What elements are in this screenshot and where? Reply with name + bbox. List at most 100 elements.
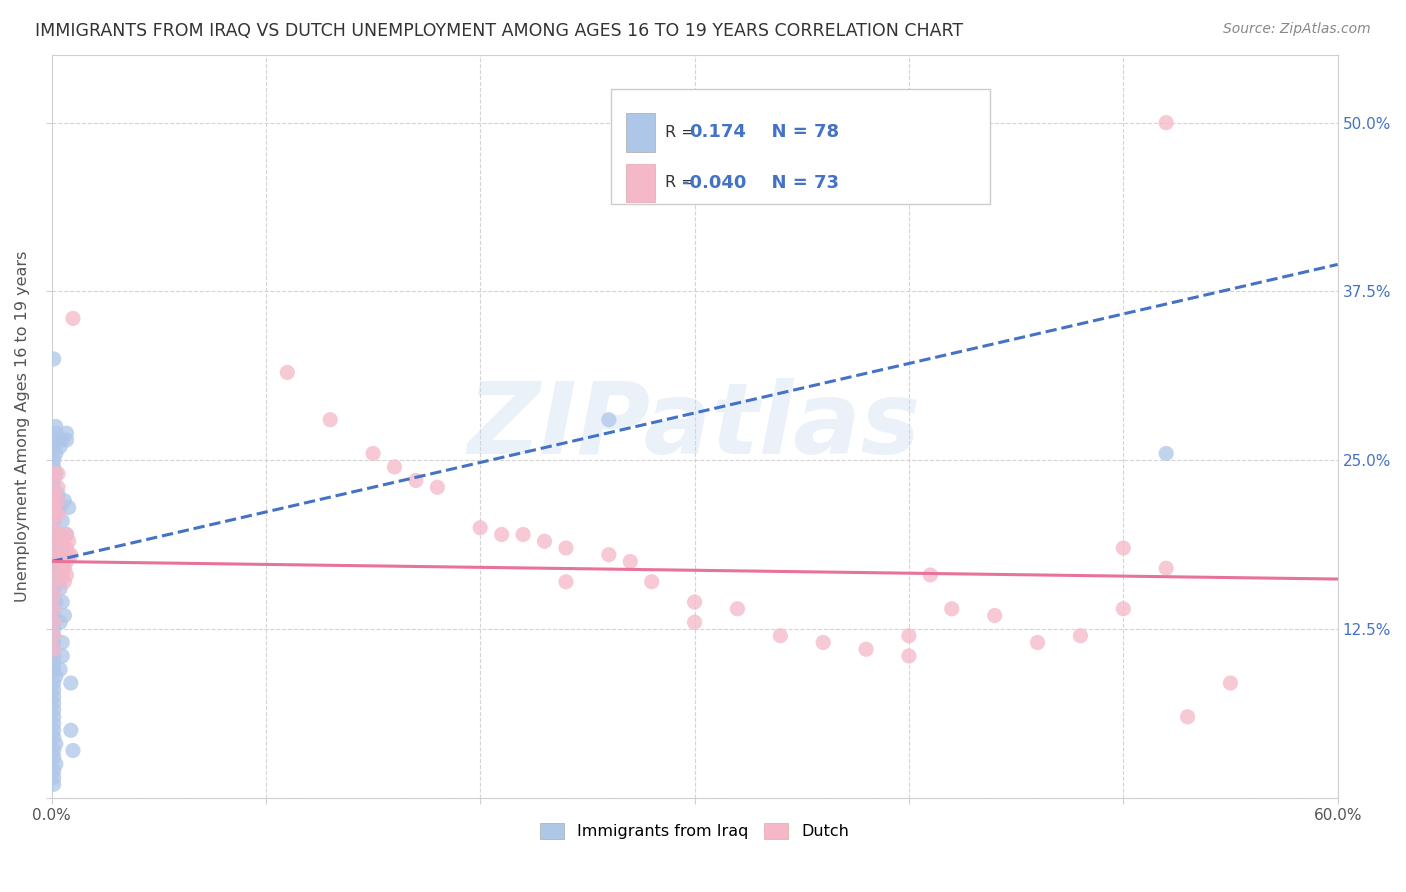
Point: [42, 500, 65, 515]
Point: [49, 574, 72, 589]
Point: [45, 500, 67, 515]
Point: [855, 642, 877, 657]
Point: [51, 541, 73, 555]
Text: ZIPatlas: ZIPatlas: [468, 378, 921, 475]
Point: [45, 527, 67, 541]
Point: [42, 648, 65, 663]
Point: [42, 467, 65, 481]
Point: [598, 548, 620, 562]
Point: [42, 608, 65, 623]
Point: [51, 561, 73, 575]
Point: [49, 500, 72, 515]
Point: [42, 676, 65, 690]
Point: [49, 440, 72, 454]
Point: [512, 527, 534, 541]
Point: [42, 750, 65, 764]
Point: [58, 534, 80, 549]
Point: [897, 648, 920, 663]
Point: [42, 474, 65, 488]
Point: [49, 534, 72, 549]
Point: [53, 561, 76, 575]
Point: [1154, 561, 1177, 575]
Point: [55, 554, 77, 568]
Point: [42, 716, 65, 731]
Point: [920, 568, 942, 582]
Point: [59, 723, 82, 738]
Point: [42, 629, 65, 643]
Point: [42, 561, 65, 575]
Point: [42, 574, 65, 589]
Point: [46, 527, 69, 541]
Point: [58, 500, 80, 515]
Point: [1154, 116, 1177, 130]
Legend: Immigrants from Iraq, Dutch: Immigrants from Iraq, Dutch: [534, 816, 855, 846]
FancyBboxPatch shape: [627, 113, 655, 152]
Point: [555, 541, 578, 555]
Point: [46, 487, 69, 501]
Point: [42, 534, 65, 549]
Point: [51, 433, 73, 447]
Text: N = 78: N = 78: [759, 123, 839, 141]
Point: [42, 351, 65, 366]
Point: [42, 690, 65, 704]
Point: [55, 426, 77, 441]
Point: [42, 635, 65, 649]
Point: [42, 440, 65, 454]
Point: [1026, 635, 1049, 649]
Point: [811, 635, 834, 649]
Point: [42, 487, 65, 501]
Point: [42, 777, 65, 791]
Point: [42, 548, 65, 562]
Point: [42, 480, 65, 494]
Point: [555, 574, 578, 589]
Point: [1112, 541, 1135, 555]
Point: [51, 648, 73, 663]
Point: [1069, 629, 1091, 643]
Text: R =: R =: [665, 125, 700, 140]
Point: [619, 554, 641, 568]
Point: [42, 642, 65, 657]
Text: R =: R =: [665, 176, 700, 191]
Point: [42, 622, 65, 636]
Point: [49, 527, 72, 541]
Point: [49, 582, 72, 596]
Point: [58, 548, 80, 562]
FancyBboxPatch shape: [612, 88, 990, 203]
Point: [1177, 710, 1199, 724]
Point: [42, 574, 65, 589]
Point: [42, 493, 65, 508]
Point: [46, 507, 69, 521]
Point: [42, 629, 65, 643]
Point: [42, 615, 65, 630]
Point: [42, 534, 65, 549]
Point: [1112, 601, 1135, 615]
Point: [51, 548, 73, 562]
Point: [42, 433, 65, 447]
Point: [53, 493, 76, 508]
Point: [769, 629, 792, 643]
Point: [55, 541, 77, 555]
Point: [1154, 446, 1177, 460]
Point: [470, 521, 492, 535]
Text: 0.174: 0.174: [689, 123, 747, 141]
Point: [405, 474, 427, 488]
Point: [42, 548, 65, 562]
Point: [45, 419, 67, 434]
Point: [42, 730, 65, 744]
Point: [42, 460, 65, 475]
Point: [49, 548, 72, 562]
FancyBboxPatch shape: [627, 163, 655, 202]
Point: [45, 446, 67, 460]
Point: [45, 467, 67, 481]
Point: [42, 696, 65, 710]
Point: [51, 595, 73, 609]
Point: [319, 413, 342, 427]
Point: [46, 480, 69, 494]
Point: [42, 521, 65, 535]
Point: [45, 737, 67, 751]
Point: [42, 541, 65, 555]
Point: [62, 743, 84, 757]
Point: [55, 527, 77, 541]
Point: [683, 595, 706, 609]
Point: [53, 608, 76, 623]
